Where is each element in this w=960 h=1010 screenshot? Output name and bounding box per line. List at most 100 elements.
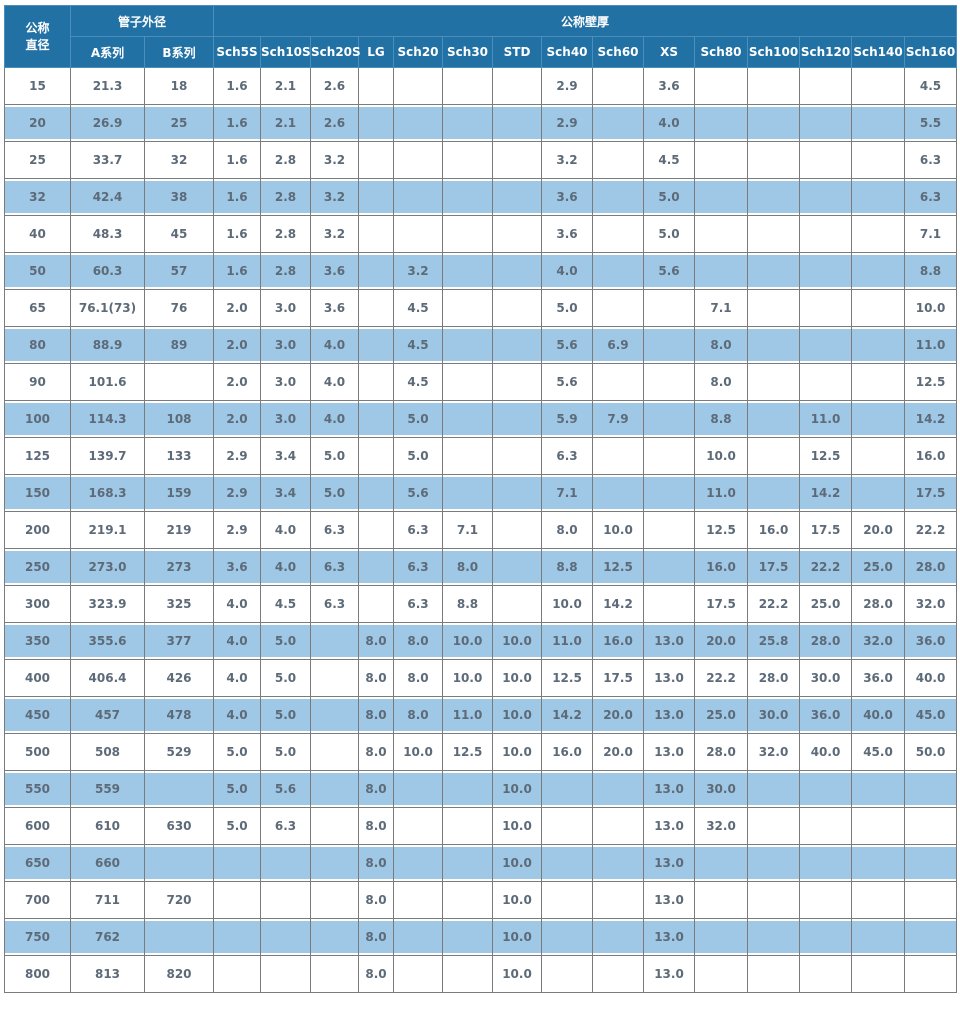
value-cell: 6.3 [260,807,312,845]
value-cell: 17.5 [694,585,749,623]
value-cell [492,215,543,253]
value-cell: 26.9 [70,104,145,142]
value-cell: 4.5 [904,67,958,105]
value-cell [442,770,494,808]
value-cell [541,770,594,808]
value-cell [851,437,906,475]
table-row: 25 33.7 32 1.6 2.8 3.2 3.2 4.5 6.3 [4,141,958,179]
value-cell: 10.0 [592,511,645,549]
header-series-a: A系列 [70,36,145,68]
value-cell: 5.6 [643,252,696,290]
value-cell [492,511,543,549]
value-cell [694,104,749,142]
value-cell [393,844,444,882]
value-cell: 10.0 [492,844,543,882]
header-wall-thickness-group: 公称壁厚 [213,5,958,37]
value-cell: 2.0 [213,400,262,438]
value-cell: 6.3 [393,585,444,623]
header-sch30: Sch30 [442,36,494,68]
table-row: 100 114.3 108 2.0 3.0 4.0 5.0 5.9 7.9 8.8 11.0 14.2 [4,400,958,438]
value-cell [213,844,262,882]
value-cell: 139.7 [70,437,145,475]
value-cell [643,474,696,512]
value-cell: 11.0 [799,400,853,438]
value-cell: 2.8 [260,178,312,216]
value-cell: 3.6 [310,252,360,290]
value-cell [492,289,543,327]
value-cell [310,807,360,845]
value-cell [260,881,312,919]
value-cell: 8.0 [393,696,444,734]
value-cell: 18 [143,67,215,105]
value-cell: 8.0 [358,844,395,882]
value-cell [851,918,906,956]
value-cell [694,918,749,956]
value-cell: 5.9 [541,400,594,438]
value-cell [442,437,494,475]
value-cell [358,252,395,290]
value-cell: 20.0 [592,733,645,771]
header-outer-diameter-group: 管子外径 [69,5,215,37]
value-cell: 219 [143,511,215,549]
table-row: 50 60.3 57 1.6 2.8 3.6 3.2 4.0 5.6 8.8 [4,252,958,290]
dn-cell: 100 [4,400,71,438]
value-cell [747,326,801,364]
value-cell: 4.5 [393,326,444,364]
value-cell [310,659,360,697]
value-cell [213,955,262,993]
table-row: 400 406.4 426 4.0 5.0 8.0 8.0 10.0 10.0 12.5 17.5 1… [4,659,958,697]
value-cell: 16.0 [904,437,958,475]
value-cell: 28.0 [747,659,801,697]
value-cell: 5.0 [643,215,696,253]
value-cell: 2.0 [213,363,262,401]
value-cell [643,363,696,401]
value-cell: 8.0 [393,622,444,660]
value-cell: 7.1 [442,511,494,549]
value-cell: 21.3 [70,67,145,105]
table-row: 250 273.0 273 3.6 4.0 6.3 6.3 8.0 8.8 12.5 16.0 17.… [4,548,958,586]
value-cell [541,918,594,956]
value-cell [393,918,444,956]
value-cell [851,363,906,401]
value-cell: 25.0 [851,548,906,586]
value-cell: 6.3 [904,141,958,179]
value-cell [442,141,494,179]
value-cell: 426 [143,659,215,697]
value-cell: 22.2 [799,548,853,586]
value-cell: 1.6 [213,178,262,216]
value-cell [310,696,360,734]
value-cell: 4.0 [310,326,360,364]
value-cell: 2.9 [541,104,594,142]
value-cell [799,844,853,882]
value-cell: 10.0 [694,437,749,475]
value-cell: 610 [70,807,145,845]
value-cell: 30.0 [747,696,801,734]
dn-cell: 80 [4,326,71,364]
value-cell: 17.5 [747,548,801,586]
value-cell: 22.2 [694,659,749,697]
value-cell [643,289,696,327]
value-cell: 45.0 [851,733,906,771]
value-cell: 57 [143,252,215,290]
dn-cell: 450 [4,696,71,734]
value-cell: 114.3 [70,400,145,438]
value-cell [492,548,543,586]
value-cell: 13.0 [643,622,696,660]
dn-cell: 32 [4,178,71,216]
table-row: 200 219.1 219 2.9 4.0 6.3 6.3 7.1 8.0 10.0 12.5 16.… [4,511,958,549]
value-cell [799,770,853,808]
value-cell [851,326,906,364]
value-cell [592,437,645,475]
value-cell [442,807,494,845]
value-cell: 45 [143,215,215,253]
value-cell: 8.0 [358,918,395,956]
header-lg: LG [358,36,395,68]
value-cell: 13.0 [643,659,696,697]
value-cell: 8.0 [541,511,594,549]
value-cell [851,141,906,179]
value-cell: 45.0 [904,696,958,734]
value-cell: 12.5 [694,511,749,549]
value-cell [694,178,749,216]
dn-cell: 50 [4,252,71,290]
value-cell [851,215,906,253]
